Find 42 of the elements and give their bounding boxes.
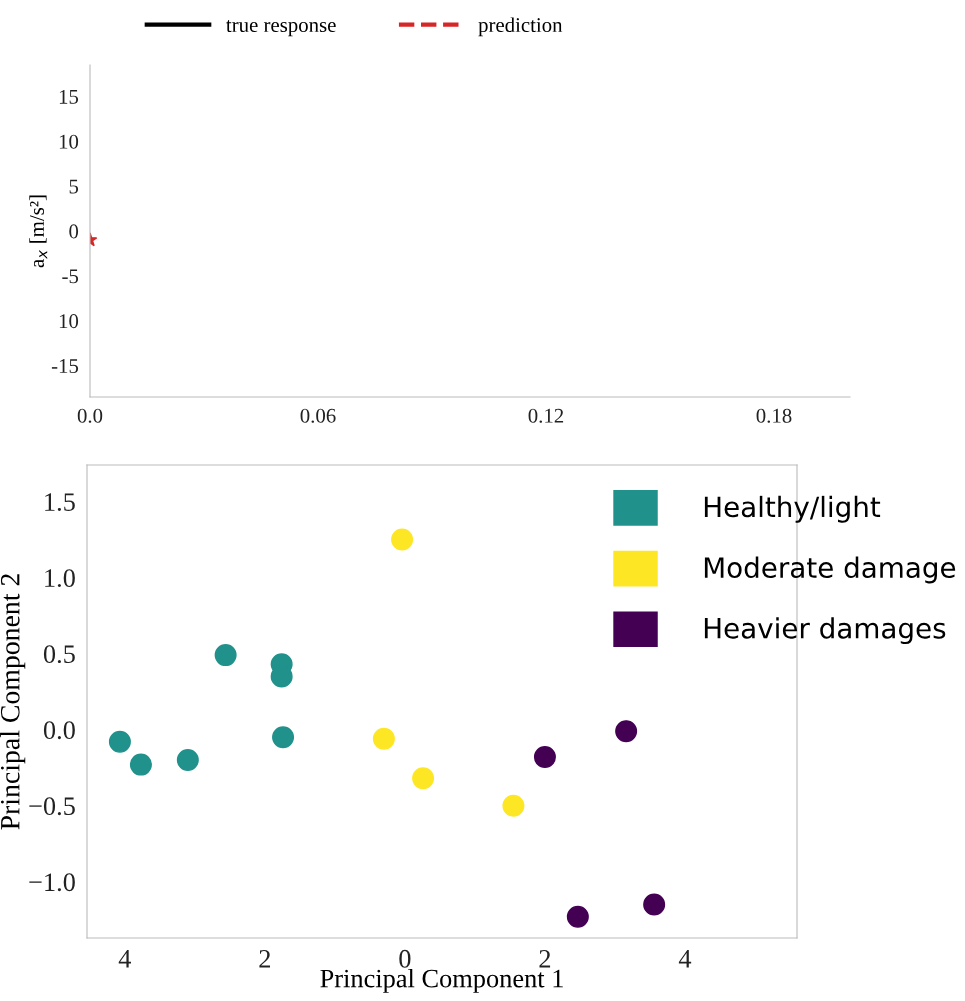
- point: [502, 794, 525, 817]
- y-axis-title: a$_{x}$ [m/s²]: [29, 195, 48, 268]
- x-tick-label: 4: [118, 950, 131, 968]
- point: [533, 746, 556, 769]
- y-tick-label: -15: [51, 359, 79, 374]
- x-tick-label: 0: [399, 949, 411, 968]
- x-tick-label: 0.06: [300, 408, 336, 423]
- point: [412, 767, 435, 790]
- point: [643, 893, 666, 916]
- y-tick-label: 0.5: [43, 645, 75, 664]
- x-axis-title: Principal Component 1: [320, 968, 563, 993]
- legend-label: Healthy/light: [704, 495, 881, 523]
- point: [214, 644, 237, 667]
- y-tick-label: 0.0: [43, 721, 75, 740]
- y-tick-label: −0.5: [29, 797, 75, 816]
- y-axis-title: Principal Component 2: [0, 574, 26, 830]
- y-tick-label: 10: [59, 314, 79, 329]
- x-tick-label: 0.18: [756, 408, 792, 423]
- point: [372, 727, 395, 750]
- x-tick-label: 0.12: [528, 408, 564, 423]
- y-tick-label: 10: [59, 134, 79, 149]
- point: [615, 720, 638, 743]
- point: [272, 726, 295, 749]
- point: [391, 528, 414, 551]
- point: [108, 730, 131, 753]
- y-tick-label: 5: [69, 179, 79, 194]
- y-tick-label: -5: [62, 269, 79, 284]
- y-tick-label: 15: [59, 89, 79, 104]
- point: [566, 905, 589, 928]
- x-tick-label: 4: [678, 950, 692, 968]
- x-tick-label: 2: [259, 949, 270, 968]
- legend-label: true response: [226, 20, 336, 37]
- legend-label: prediction: [478, 17, 563, 37]
- point: [176, 749, 199, 772]
- legend-label: Heavier damages: [704, 617, 946, 645]
- point: [129, 753, 152, 776]
- y-tick-label: 0: [69, 224, 79, 239]
- x-tick-label: 2: [539, 949, 551, 968]
- legend-label: Moderate damage: [704, 556, 956, 584]
- y-tick-label: 1.0: [45, 569, 75, 588]
- y-tick-label: −1.0: [29, 873, 75, 892]
- y-tick-label: 1.5: [45, 493, 75, 512]
